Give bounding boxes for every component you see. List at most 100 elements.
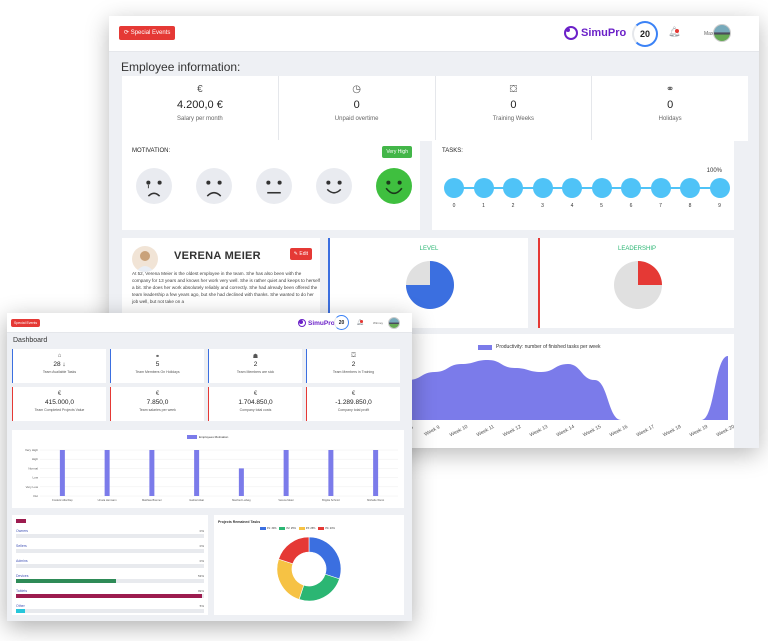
euro-icon: € — [155, 391, 160, 397]
employees-motivation-bar-chart: Very High High Normal Low Very Low Out Frederi… — [25, 448, 398, 502]
brand-logo[interactable]: SimuPro — [564, 26, 626, 40]
week-tick-label: Week 10 — [449, 424, 469, 439]
employee-name: VERENA MEIER — [174, 250, 261, 262]
progress-label: Devices — [16, 574, 29, 578]
task-label: 3 — [541, 203, 544, 209]
brand-logo[interactable]: SimuPro — [298, 319, 335, 327]
kpi-card: ☗ 2 Team Members are sick — [208, 349, 302, 383]
level-slice — [406, 261, 454, 309]
employee-name-label: Gabriel Alsat — [189, 498, 204, 502]
task-node — [621, 178, 641, 198]
week-tick-label: Week 14 — [555, 424, 575, 439]
motivation-level-label: High — [32, 457, 39, 461]
motivation-legend: Employees Motivation — [187, 435, 228, 439]
edit-button[interactable]: ✎ Edit — [289, 248, 312, 260]
inbox-icon: ⌂ — [57, 353, 62, 359]
user-avatar[interactable] — [388, 317, 400, 329]
kpi-value: 415.000,0 — [45, 399, 74, 406]
user-name[interactable]: Max — [704, 31, 714, 37]
kpi-label: Team Members are sick — [236, 370, 275, 374]
leadership-pie — [614, 261, 662, 309]
motivation-badge: Very High — [382, 146, 412, 158]
special-events-button[interactable]: ⟳ Special Events — [119, 26, 176, 40]
progress-label: Owners — [16, 529, 29, 533]
sick-icon: ☗ — [252, 354, 259, 360]
simupro-logo-icon — [298, 319, 306, 327]
motivation-title: MOTIVATION: — [132, 148, 171, 154]
euro-icon: € — [351, 391, 356, 397]
task-label: 1 — [482, 203, 485, 209]
progress-fill — [16, 609, 26, 613]
donut-slice — [278, 536, 310, 565]
bell-icon[interactable]: 🔔︎ — [356, 320, 364, 326]
productivity-legend: Productivity: number of finished tasks p… — [478, 344, 601, 350]
week-tick-label: Week 15 — [582, 424, 602, 439]
donut-title: Projects Remained Tasks — [218, 520, 261, 524]
donut-slice — [298, 573, 340, 602]
progress-card: Owners 0% Sellers 0% Admins 0% Devices 53% Table… — [12, 515, 208, 615]
motivation-level-label: Very High — [25, 448, 38, 452]
kpi-value: 2 — [351, 361, 356, 368]
tasks-progress-line — [454, 187, 720, 189]
kpi-card: €7.850,0 Team salaries per week — [110, 387, 204, 421]
projects-remained-tasks-card: Projects Remained Tasks P1: 30% P2: 25% P3… — [214, 515, 404, 615]
special-events-button[interactable]: Special Events — [11, 319, 41, 327]
kpi-value: 28 ↓ — [53, 361, 66, 368]
progress-track — [16, 609, 204, 613]
progress-percent: 53% — [197, 574, 204, 578]
donut-slice — [308, 536, 342, 580]
binoculars-icon: ⚭ — [154, 354, 161, 360]
leadership-card: LEADERSHIP — [538, 238, 734, 328]
face-neutral-icon[interactable] — [256, 168, 292, 204]
face-very-happy-icon[interactable] — [376, 168, 412, 204]
kpi-label: Team Members On Holidays — [135, 370, 180, 374]
employee-topbar: ⟳ Special Events SimuPro 20 🔔︎ Max — [109, 16, 759, 52]
clock-icon: ◷ — [352, 84, 361, 95]
progress-percent: 0% — [199, 559, 204, 563]
employee-window: ⟳ Special Events SimuPro 20 🔔︎ Max Emplo… — [109, 16, 759, 448]
week-tick-label: Week 18 — [662, 424, 682, 439]
user-avatar[interactable] — [713, 24, 731, 42]
user-name[interactable]: Winney — [373, 321, 384, 325]
motivation-level-label: Normal — [28, 466, 38, 470]
bell-icon[interactable]: 🔔︎ — [668, 27, 681, 38]
page-title: Dashboard — [13, 337, 48, 344]
task-label: 7 — [659, 203, 662, 209]
face-happy-icon[interactable] — [316, 168, 352, 204]
task-label: 4 — [570, 203, 574, 209]
donut-legend-item: P2: 25% — [279, 527, 296, 530]
progress-label: Tablets — [16, 589, 28, 593]
task-node — [709, 178, 730, 198]
leadership-slice — [638, 261, 662, 285]
task-node — [680, 178, 700, 198]
dashboard-topbar: Special Events SimuPro 20 🔔︎ Winney — [7, 313, 412, 333]
progress-label: Admins — [16, 559, 28, 563]
kpi-value: -1.289.850,0 — [335, 399, 372, 406]
donut-legend-item: P1: 30% — [260, 527, 276, 530]
motivation-bar — [238, 468, 244, 496]
kpi-label: Team Available Tasks — [42, 370, 77, 374]
week-tick-label: Week 19 — [689, 424, 709, 439]
motivation-card: MOTIVATION: Very High — [122, 140, 420, 230]
score-indicator[interactable]: 20 — [334, 315, 349, 330]
tasks-title: TASKS: — [442, 148, 463, 154]
progress-track — [16, 564, 204, 568]
score-indicator[interactable]: 20 — [632, 21, 658, 47]
motivation-bar — [59, 450, 65, 496]
task-node — [503, 178, 523, 198]
page-title: Employee information: — [121, 60, 241, 74]
face-crying-icon[interactable] — [136, 168, 172, 204]
employee-name-label: Manfred Ludwig — [232, 498, 251, 502]
motivation-level-label: Very Low — [26, 485, 39, 489]
task-node — [591, 178, 612, 198]
motivation-bar — [194, 450, 200, 496]
level-title: LEVEL — [419, 246, 439, 252]
brand-name: SimuPro — [581, 27, 627, 39]
face-sad-icon[interactable] — [196, 168, 232, 204]
task-node — [650, 178, 671, 198]
stat-overtime: ◷ 0 Unpaid overtime — [279, 76, 436, 141]
donut-slice — [276, 558, 305, 600]
task-node — [473, 178, 494, 198]
header-indicator — [16, 519, 26, 523]
